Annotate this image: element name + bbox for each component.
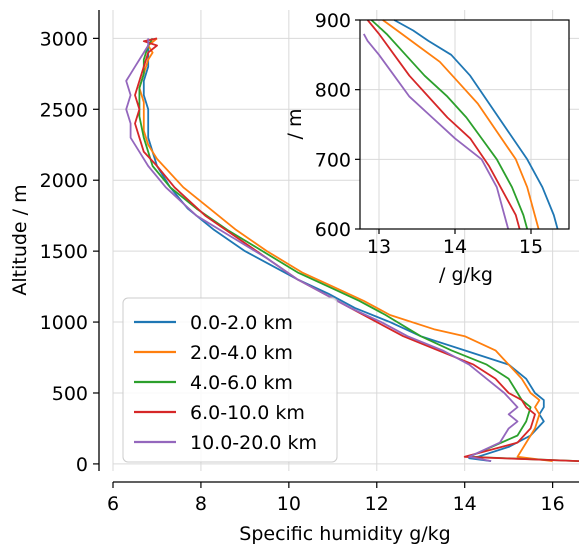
series-line-4-0-6-0-km <box>138 37 580 462</box>
main-x-tick-label: 12 <box>365 493 389 515</box>
inset-series-line-0-0-2-0-km <box>393 19 559 230</box>
inset-chart: 13 14 15 600 700 800 900 / g/kg / m <box>284 10 570 286</box>
main-y-tick-label: 1500 <box>40 241 88 263</box>
inset-x-tick-label: 13 <box>367 236 391 258</box>
main-x-tick-label: 16 <box>541 493 565 515</box>
main-y-tick-label: 0 <box>76 454 88 476</box>
inset-series-line-10-0-20-0-km <box>363 33 510 230</box>
legend-entry-label: 4.0-6.0 km <box>190 372 293 394</box>
main-y-tick-label: 2000 <box>40 170 88 192</box>
inset-axes: 13 14 15 600 700 800 900 <box>315 10 570 258</box>
inset-y-tick-label: 800 <box>315 80 351 102</box>
inset-y-tick-label: 600 <box>315 219 351 241</box>
inset-x-tick-label: 14 <box>443 236 467 258</box>
main-x-axis-label: Specific humidity g/kg <box>239 523 450 545</box>
main-axes: 6 8 10 12 14 16 0 500 1000 1500 2000 2500 3000 <box>40 10 579 515</box>
legend-entry-label: 2.0-4.0 km <box>190 342 293 364</box>
inset-series-line-4-0-6-0-km <box>370 19 529 230</box>
main-x-tick-label: 10 <box>277 493 301 515</box>
main-y-axis-label: Altitude / m <box>9 184 31 295</box>
inset-y-tick-label: 700 <box>315 149 351 171</box>
main-x-tick-label: 14 <box>453 493 477 515</box>
main-series <box>125 37 580 462</box>
inset-y-axis-label: / m <box>284 109 306 140</box>
legend-box <box>122 297 338 463</box>
legend-entry-label: 10.0-20.0 km <box>190 432 317 454</box>
inset-x-tick-label: 15 <box>519 236 543 258</box>
legend-entry-label: 6.0-10.0 km <box>190 402 305 424</box>
main-x-tick-label: 6 <box>107 493 119 515</box>
inset-series-line-6-0-10-0-km <box>366 19 521 230</box>
inset-series-line-2-0-4-0-km <box>382 19 540 230</box>
main-y-tick-label: 1000 <box>40 312 88 334</box>
main-y-tick-label: 3000 <box>40 28 88 50</box>
inset-x-axis-label: / g/kg <box>439 264 493 286</box>
legend-entry-label: 0.0-2.0 km <box>190 312 293 334</box>
inset-y-tick-label: 900 <box>315 10 351 32</box>
series-line-10-0-20-0-km <box>125 38 519 462</box>
inset-series <box>363 19 559 230</box>
legend: 0.0-2.0 km 2.0-4.0 km 4.0-6.0 km 6.0-10.0 k… <box>122 297 338 463</box>
inset-frame <box>359 19 570 230</box>
main-x-tick-label: 8 <box>195 493 207 515</box>
main-y-tick-label: 2500 <box>40 99 88 121</box>
main-y-tick-label: 500 <box>52 383 88 405</box>
